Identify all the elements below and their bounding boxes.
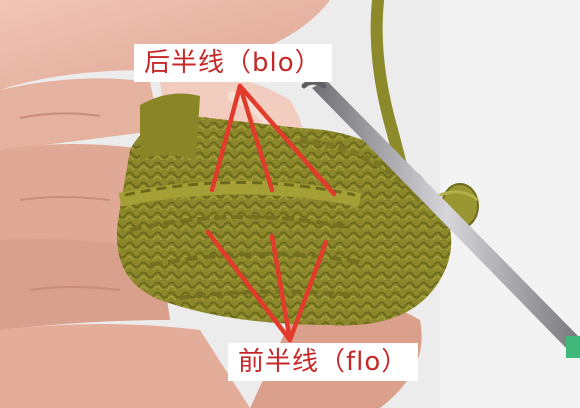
crochet-hook [301, 79, 580, 358]
front-loop-label: 前半线（flo） [228, 343, 419, 381]
front-loop-arrows [205, 229, 329, 343]
crochet-piece [116, 93, 479, 326]
back-loop-label: 后半线（blo） [134, 44, 332, 82]
back-loop-arrows [209, 83, 337, 197]
